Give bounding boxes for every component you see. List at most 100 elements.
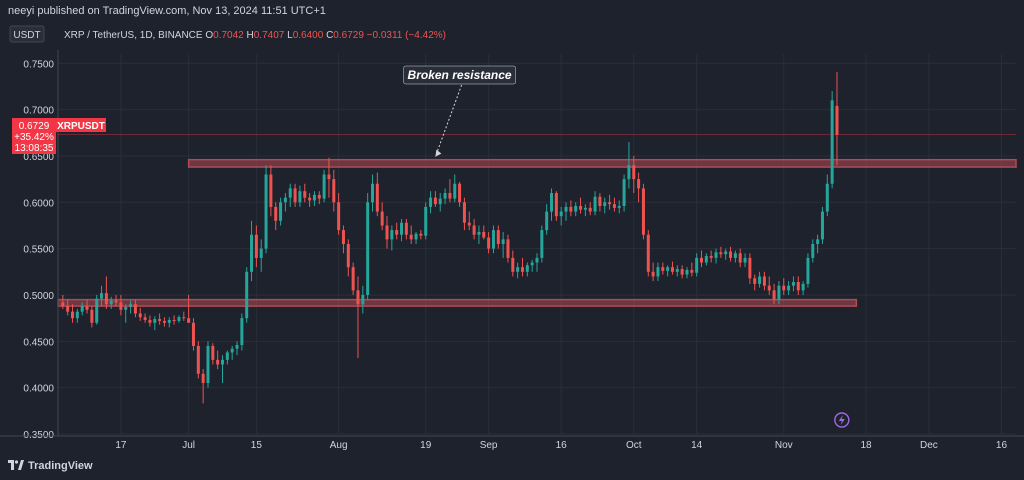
candle-body [612, 204, 616, 208]
candle [830, 91, 834, 189]
candle [516, 262, 520, 279]
candle [564, 202, 568, 221]
candle [762, 271, 766, 291]
candle-body [738, 253, 742, 263]
candle-body [608, 202, 612, 205]
candle-body [308, 197, 312, 201]
candle [162, 317, 166, 327]
candle [133, 299, 137, 318]
candle-body [346, 244, 350, 268]
candle [114, 294, 118, 307]
tradingview-brand[interactable]: TradingView [8, 460, 93, 472]
candle-body [211, 345, 215, 360]
candle-body [767, 285, 771, 291]
candle [816, 234, 820, 254]
candle-body [303, 191, 307, 198]
candle-body [250, 234, 254, 272]
tradingview-logo-icon [8, 460, 24, 470]
candle-body [617, 206, 621, 208]
candle [787, 281, 791, 295]
symbol-line: XRP / TetherUS, 1D, BINANCE O0.7042 H0.7… [64, 30, 446, 41]
candle-body [366, 202, 370, 295]
candle [366, 193, 370, 300]
candle [433, 191, 437, 207]
candle [666, 265, 670, 277]
candle [622, 174, 626, 212]
candle-body [453, 183, 457, 199]
brand-label: TradingView [28, 460, 93, 472]
candle-body [622, 179, 626, 206]
price-tag-countdown: 13:08:35 [15, 143, 54, 154]
candle-body [569, 206, 573, 212]
candle-body [167, 320, 171, 323]
candle [206, 341, 210, 388]
candle-body [593, 196, 597, 212]
candle-body [448, 193, 452, 199]
candle [579, 197, 583, 214]
candle-body [588, 207, 592, 212]
candle-body [467, 222, 471, 226]
price-tag-box [12, 118, 56, 154]
candle-layer [61, 71, 839, 404]
candle-body [554, 193, 558, 217]
candle [375, 172, 379, 217]
candle-body [100, 293, 104, 299]
candle [66, 299, 70, 316]
ohlc-value: 0.6729 [333, 30, 366, 41]
candle-body [825, 183, 829, 212]
candle [356, 276, 360, 358]
candle [419, 230, 423, 240]
candle [293, 183, 297, 207]
candle-body [550, 193, 554, 212]
candle-body [729, 251, 733, 258]
candle [250, 220, 254, 282]
candle-body [472, 225, 476, 235]
candle-body [245, 271, 249, 319]
candle [254, 225, 258, 268]
candle-body [104, 293, 108, 305]
candle [61, 294, 65, 309]
candle-body [429, 197, 433, 207]
candle [525, 262, 529, 277]
candle-body [748, 257, 752, 279]
candle-body [811, 244, 815, 258]
support-zone [57, 298, 858, 307]
candle-body [762, 276, 766, 286]
annotation-arrow [434, 84, 463, 157]
candle-body [240, 318, 244, 346]
candle-body [264, 174, 268, 249]
candle-body [835, 105, 839, 135]
price-tag-symbol: XRPUSDT [57, 121, 105, 132]
candle-body [337, 202, 341, 231]
candle-body [525, 265, 529, 272]
date-tick-label: 15 [251, 440, 263, 451]
candle [458, 181, 462, 207]
candle [288, 183, 292, 207]
candle-body [409, 234, 413, 240]
candle [85, 299, 89, 314]
price-tick-label: 0.4000 [23, 384, 54, 395]
candle-body [733, 253, 737, 258]
candle [230, 345, 234, 360]
candle [196, 341, 200, 379]
candle-body [714, 252, 718, 258]
candle-body [114, 300, 118, 303]
candle [332, 169, 336, 212]
candle [390, 225, 394, 251]
candle-body [332, 179, 336, 203]
candle [767, 276, 771, 295]
currency-badge [9, 25, 45, 43]
candle-body [438, 198, 442, 205]
candle [312, 191, 316, 206]
candle [574, 202, 578, 217]
candle [675, 265, 679, 277]
candle-body [501, 239, 505, 244]
candle-body [327, 174, 331, 180]
candle [80, 302, 84, 316]
price-tick-label: 0.5500 [23, 245, 54, 256]
candle-body [641, 188, 645, 235]
candle [535, 253, 539, 272]
change-value: −0.0311 (−4.42%) [367, 30, 446, 41]
candle [245, 267, 249, 323]
